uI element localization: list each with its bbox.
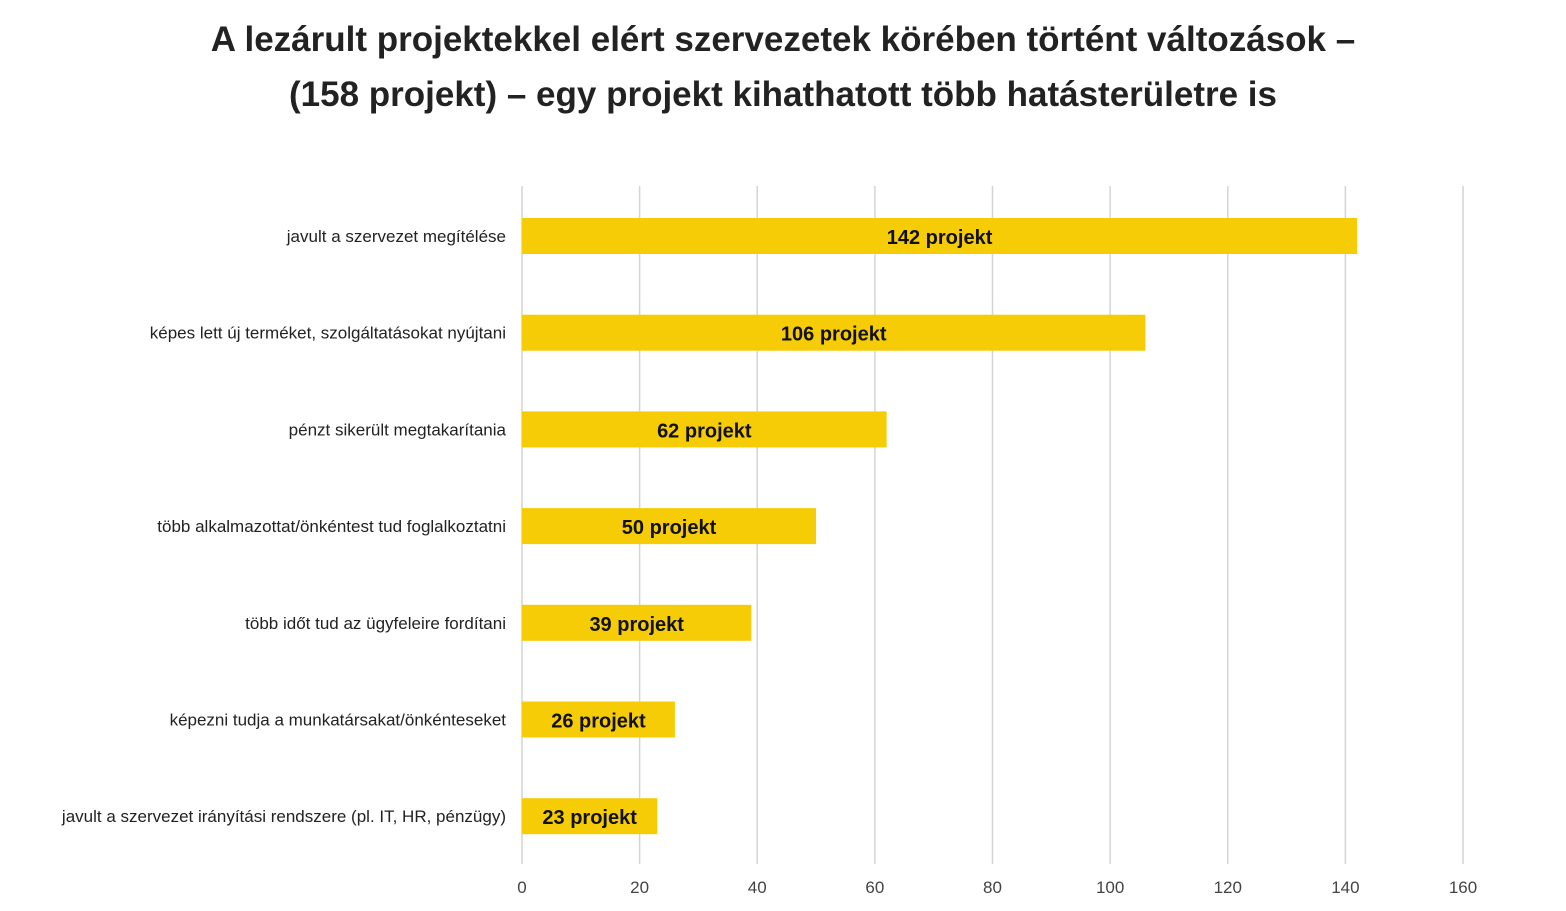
x-tick-label-80: 80 bbox=[983, 878, 1002, 897]
data-label-0: 142 projekt bbox=[887, 227, 993, 249]
data-label-4: 39 projekt bbox=[589, 614, 684, 636]
bars bbox=[522, 218, 1358, 835]
bar-2 bbox=[522, 411, 887, 448]
category-label-6: javult a szervezet irányítási rendszere … bbox=[61, 807, 506, 826]
data-label-5: 26 projekt bbox=[551, 711, 646, 733]
chart-title: A lezárult projektekkel elért szervezete… bbox=[0, 12, 1566, 122]
category-label-4: több időt tud az ügyfeleire fordítani bbox=[245, 614, 506, 633]
data-label-1: 106 projekt bbox=[781, 324, 887, 346]
x-tick-label-20: 20 bbox=[630, 878, 649, 897]
x-tick-label-100: 100 bbox=[1096, 878, 1124, 897]
data-label-2: 62 projekt bbox=[657, 420, 752, 442]
category-label-3: több alkalmazottat/önkéntest tud foglalk… bbox=[157, 517, 506, 536]
x-tick-label-60: 60 bbox=[865, 878, 884, 897]
category-labels: javult a szervezet megítélése képes lett … bbox=[61, 227, 507, 826]
x-axis-tick-labels: 0 20 40 60 80 100 120 140 160 bbox=[517, 878, 1477, 897]
category-label-2: pénzt sikerült megtakarítania bbox=[289, 420, 507, 439]
chart-title-line-2: (158 projekt) – egy projekt kihathatott … bbox=[289, 75, 1277, 114]
x-tick-label-160: 160 bbox=[1449, 878, 1477, 897]
category-label-5: képezni tudja a munkatársakat/önkéntesek… bbox=[170, 711, 507, 730]
x-tick-label-140: 140 bbox=[1331, 878, 1359, 897]
x-tick-label-0: 0 bbox=[517, 878, 526, 897]
bar-4 bbox=[522, 604, 752, 641]
data-labels: 142 projekt 106 projekt 62 projekt 50 proje… bbox=[542, 227, 992, 829]
data-label-3: 50 projekt bbox=[622, 517, 717, 539]
data-label-6: 23 projekt bbox=[542, 807, 637, 829]
bar-0 bbox=[522, 218, 1358, 254]
chart-title-line-1: A lezárult projektekkel elért szervezete… bbox=[210, 20, 1356, 59]
bar-6 bbox=[522, 798, 658, 835]
category-label-1: képes lett új terméket, szolgáltatásokat… bbox=[150, 324, 506, 343]
x-tick-label-120: 120 bbox=[1214, 878, 1242, 897]
bar-1 bbox=[522, 314, 1146, 351]
bar-5 bbox=[522, 701, 675, 738]
bar-3 bbox=[522, 508, 817, 545]
x-tick-label-40: 40 bbox=[748, 878, 767, 897]
category-label-0: javult a szervezet megítélése bbox=[286, 227, 506, 246]
